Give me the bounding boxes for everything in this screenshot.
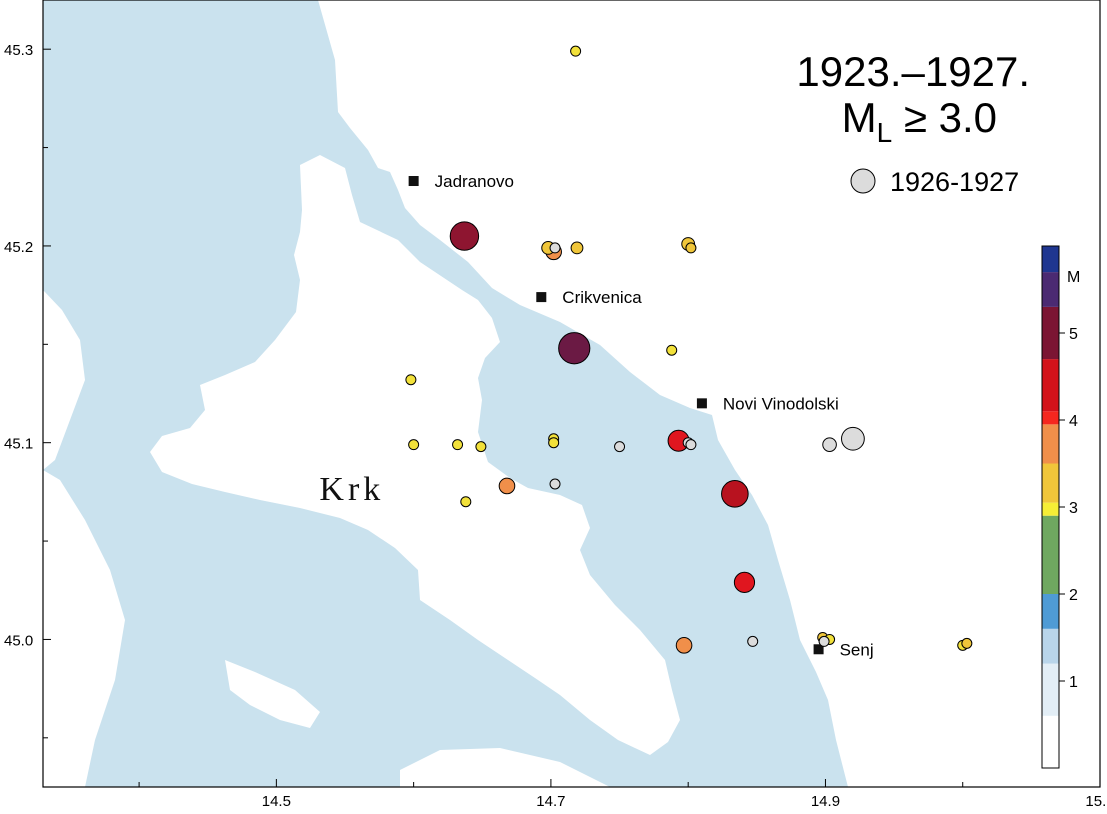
earthquake-event <box>449 221 480 251</box>
colorbar-segment <box>1042 515 1059 594</box>
y-tick-label: 45.2 <box>4 239 33 256</box>
colorbar-segment <box>1042 463 1059 503</box>
earthquake-event <box>685 439 697 451</box>
legend-marker <box>850 168 876 194</box>
earthquake-event <box>452 439 464 451</box>
earthquake-event <box>498 477 516 495</box>
colorbar-segment <box>1042 663 1059 716</box>
earthquake-event <box>558 332 591 365</box>
earthquake-event <box>733 571 756 593</box>
earthquake-events <box>405 45 973 654</box>
earthquake-event <box>961 637 973 649</box>
magnitude-threshold: ≥ 3.0 <box>892 94 997 141</box>
earthquake-event <box>747 635 759 647</box>
colorbar-title: M <box>1067 269 1080 286</box>
axis-ticks: 14.5 14.7 14.9 15.1 45.3 45.2 45.1 45.0 <box>4 42 1107 810</box>
earthquake-event <box>570 241 584 255</box>
earthquake-event <box>460 496 472 508</box>
town-label: Jadranovo <box>435 172 514 191</box>
town-marker <box>813 644 824 655</box>
colorbar-segment <box>1042 502 1059 516</box>
colorbar-tick-label: 4 <box>1069 413 1078 430</box>
west-coast-land <box>43 290 85 470</box>
earthquake-event <box>721 480 749 508</box>
colorbar-segment <box>1042 272 1059 307</box>
y-tick-label: 45.3 <box>4 42 33 59</box>
colorbar-tick-label: 2 <box>1069 587 1078 604</box>
earthquake-event <box>570 45 582 57</box>
colorbar-segment <box>1042 306 1059 360</box>
small-island <box>225 660 320 728</box>
magnitude-symbol: M <box>842 94 877 141</box>
rab-island <box>400 748 610 787</box>
x-tick-label: 14.9 <box>811 793 840 810</box>
earthquake-event <box>685 242 697 254</box>
earthquake-event <box>405 374 417 386</box>
earthquake-event <box>408 439 420 451</box>
earthquake-event <box>822 437 837 452</box>
title-magnitude: ML ≥ 3.0 <box>842 94 997 148</box>
town-marker <box>408 176 419 187</box>
island-label: Krk <box>319 471 384 508</box>
town-markers: Jadranovo Crikvenica Novi Vinodolski Senj <box>408 172 874 659</box>
colorbar-segment <box>1042 246 1059 273</box>
earthquake-event <box>475 441 487 453</box>
colorbar-segment <box>1042 628 1059 664</box>
land-layer <box>43 0 1100 787</box>
krk-island <box>150 155 680 755</box>
title-years: 1923.–1927. <box>796 48 1030 95</box>
earthquake-event <box>675 637 693 654</box>
magnitude-subscript: L <box>877 117 893 148</box>
earthquake-event <box>549 242 561 254</box>
colorbar-segment <box>1042 411 1059 425</box>
colorbar-tick-label: 3 <box>1069 500 1078 517</box>
mainland <box>318 0 1100 787</box>
earthquake-event <box>614 441 626 453</box>
town-marker <box>696 398 707 409</box>
legend-label: 1926-1927 <box>890 167 1019 197</box>
x-tick-label: 14.7 <box>536 793 565 810</box>
town-label: Crikvenica <box>562 288 642 307</box>
y-tick-label: 45.0 <box>4 632 33 649</box>
earthquake-event <box>841 426 865 451</box>
plot-frame <box>42 0 1101 788</box>
town-label: Senj <box>840 640 874 659</box>
earthquake-event <box>549 478 561 490</box>
town-marker <box>536 292 547 303</box>
y-tick-label: 45.1 <box>4 436 33 453</box>
x-tick-label: 15.1 <box>1085 793 1107 810</box>
earthquake-event <box>666 344 678 356</box>
colorbar-segment <box>1042 594 1059 629</box>
town-label: Novi Vinodolski <box>723 394 839 413</box>
colorbar-tick-label: 5 <box>1069 326 1078 343</box>
x-tick-label: 14.5 <box>262 793 291 810</box>
colorbar-segment <box>1042 715 1059 768</box>
earthquake-event <box>818 635 830 647</box>
cres-island <box>43 470 125 787</box>
colorbar-segment <box>1042 359 1059 412</box>
colorbar: 1 2 3 4 5 M <box>1041 245 1080 769</box>
earthquake-event <box>548 437 560 449</box>
colorbar-segment <box>1042 424 1059 464</box>
colorbar-tick-label: 1 <box>1069 674 1078 691</box>
